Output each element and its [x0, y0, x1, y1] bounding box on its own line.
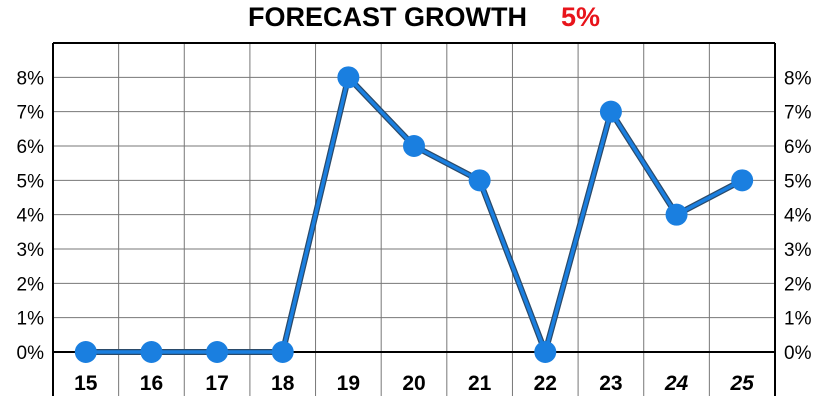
y-tick-label-left-5: 5% — [17, 171, 45, 192]
y-tick-label-left-6: 6% — [17, 137, 45, 158]
y-tick-label-right-0: 0% — [784, 343, 812, 364]
data-point-19 — [337, 66, 360, 89]
data-point-23 — [599, 100, 622, 123]
series-line — [74, 66, 754, 363]
x-tick-label-15: 15 — [74, 372, 98, 395]
data-point-15 — [74, 341, 97, 363]
chart-title: FORECAST GROWTH — [248, 2, 527, 32]
y-tick-label-left-3: 3% — [17, 240, 45, 261]
data-point-16 — [140, 341, 163, 363]
y-tick-label-left-7: 7% — [17, 103, 45, 124]
chart-title-value: 5% — [561, 2, 600, 32]
y-tick-label-left-4: 4% — [17, 206, 45, 227]
data-point-24 — [665, 203, 688, 226]
y-tick-label-right-3: 3% — [784, 240, 812, 261]
x-tick-label-22: 22 — [534, 372, 557, 395]
x-tick-label-23: 23 — [599, 372, 622, 395]
y-tick-label-right-6: 6% — [784, 137, 812, 158]
y-tick-label-right-1: 1% — [784, 309, 812, 330]
x-tick-label-17: 17 — [205, 372, 228, 395]
data-point-22 — [534, 341, 557, 363]
data-point-25 — [731, 169, 754, 192]
data-point-20 — [403, 135, 425, 157]
data-point-21 — [468, 169, 491, 192]
y-tick-label-right-5: 5% — [784, 171, 812, 192]
y-axis-left: 0% 1% 2% 3% 4% 5% 6% 7% 8% — [17, 68, 45, 364]
y-tick-label-right-4: 4% — [784, 206, 812, 227]
data-point-18 — [271, 341, 294, 363]
y-tick-label-left-2: 2% — [17, 274, 45, 295]
y-axis-right: 0% 1% 2% 3% 4% 5% 6% 7% 8% — [784, 68, 812, 364]
x-tick-label-19: 19 — [337, 372, 360, 395]
x-axis: 15 16 17 18 19 20 21 22 23 24 25 — [74, 372, 754, 395]
y-tick-label-right-2: 2% — [784, 274, 812, 295]
x-tick-label-25: 25 — [730, 372, 755, 395]
y-tick-label-left-1: 1% — [17, 309, 45, 330]
y-tick-label-right-7: 7% — [784, 103, 812, 124]
y-tick-label-left-8: 8% — [17, 68, 45, 89]
x-tick-label-20: 20 — [402, 372, 425, 395]
y-tick-label-left-0: 0% — [17, 343, 45, 364]
data-point-17 — [206, 341, 229, 363]
x-tick-label-24: 24 — [664, 372, 689, 395]
y-tick-label-right-8: 8% — [784, 68, 812, 89]
x-tick-label-18: 18 — [271, 372, 295, 395]
x-tick-label-16: 16 — [140, 372, 163, 395]
x-tick-label-21: 21 — [468, 372, 492, 395]
